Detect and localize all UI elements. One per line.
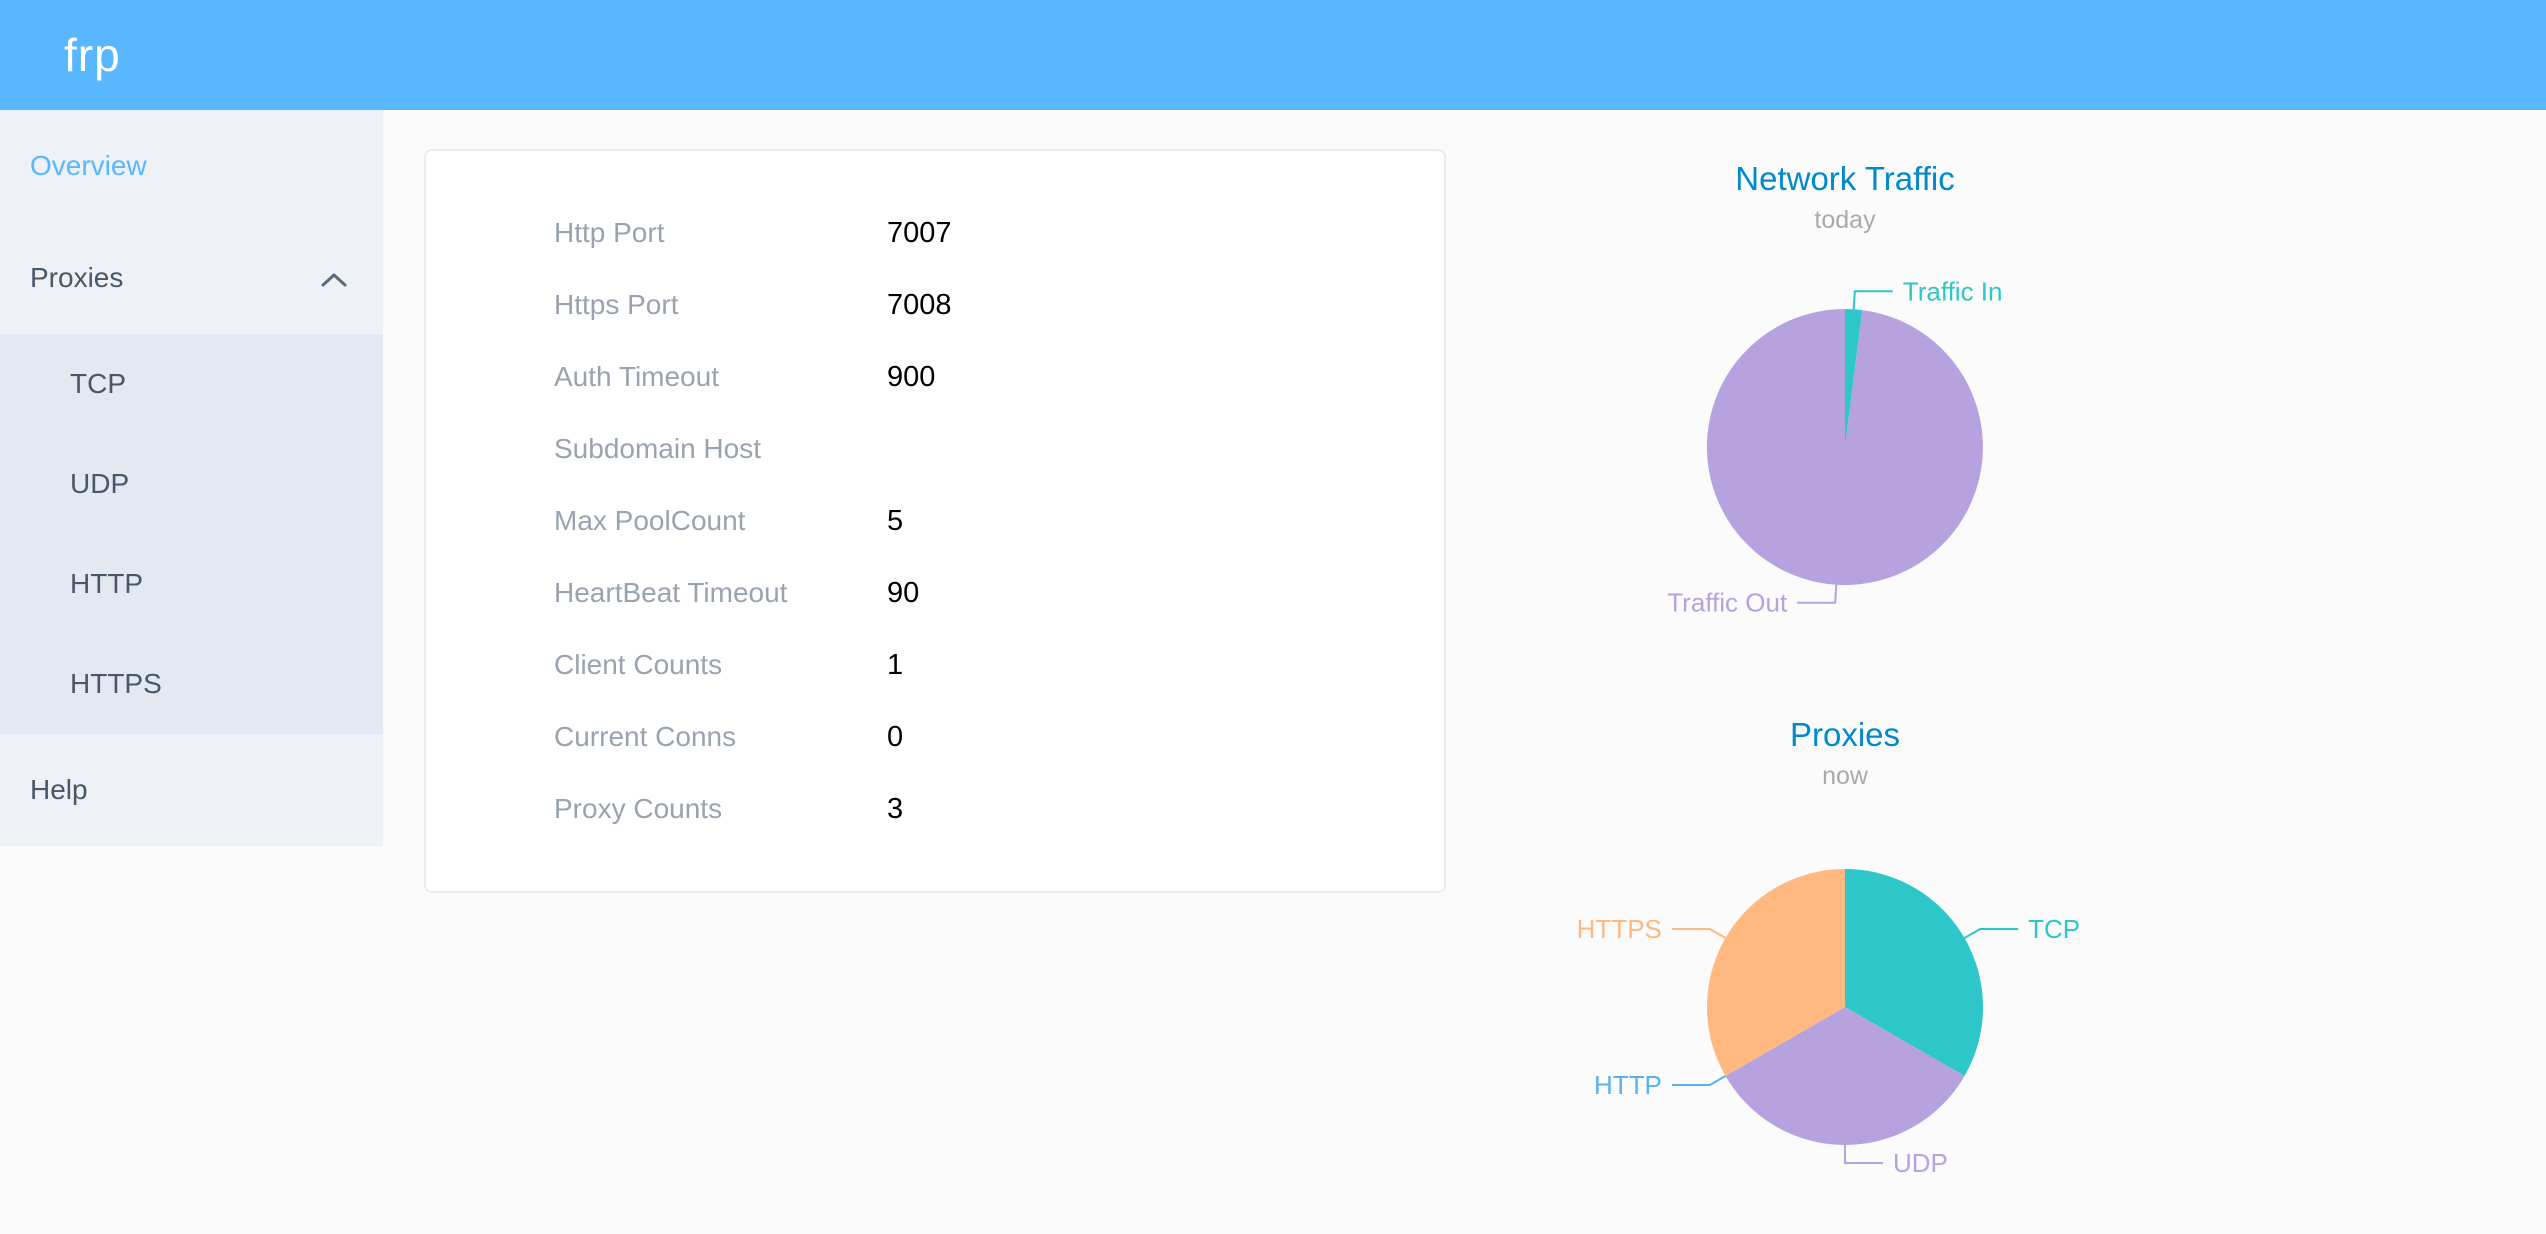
overview-row-max-poolcount: Max PoolCount 5 <box>426 485 1444 557</box>
sidebar-item-tcp[interactable]: TCP <box>0 334 383 434</box>
header: frp <box>0 0 2546 110</box>
proxies-submenu: TCP UDP HTTP HTTPS <box>0 334 383 734</box>
field-label: Client Counts <box>554 649 723 680</box>
sidebar: Overview Proxies TCP UDP HTTP HTTPS <box>0 110 383 846</box>
field-label: Subdomain Host <box>554 433 762 464</box>
chart-title: Proxies <box>1789 716 1901 753</box>
pie-label-line <box>1852 290 1893 310</box>
pie-label: Traffic Out <box>1667 588 1788 618</box>
chart-title: Network Traffic <box>1735 160 1955 197</box>
field-value: 5 <box>887 505 904 537</box>
pie-slice-udp[interactable] <box>1725 1007 1965 1145</box>
app-logo: frp <box>64 29 121 81</box>
sidebar-item-https[interactable]: HTTPS <box>0 634 383 734</box>
field-value: 7007 <box>887 217 952 249</box>
sidebar-item-http[interactable]: HTTP <box>0 534 383 634</box>
field-label: Http Port <box>554 217 665 248</box>
field-label: Https Port <box>554 289 679 320</box>
pie-label-line <box>1797 584 1838 604</box>
field-label: Proxy Counts <box>554 793 723 824</box>
overview-row-client-counts: Client Counts 1 <box>426 629 1444 701</box>
field-value: 3 <box>887 793 904 825</box>
overview-row-https-port: Https Port 7008 <box>426 269 1444 341</box>
overview-row-http-port: Http Port 7007 <box>426 197 1444 269</box>
overview-row-current-conns: Current Conns 0 <box>426 701 1444 773</box>
pie-label-line <box>1671 1075 1726 1086</box>
pie-label: TCP <box>2028 914 2080 944</box>
sidebar-item-help[interactable]: Help <box>0 734 383 846</box>
proxies-chart: Proxies now TCP UDP HTTP HTTPS <box>1465 711 2225 1193</box>
sidebar-item-udp[interactable]: UDP <box>0 434 383 534</box>
network-traffic-chart: Network Traffic today Traffic In Traffic … <box>1465 155 2225 637</box>
charts-column: Network Traffic today Traffic In Traffic … <box>1465 110 2225 1193</box>
pie-slice-tcp[interactable] <box>1845 869 1983 1076</box>
pie-label: HTTPS <box>1577 914 1662 944</box>
pie-slice-https[interactable] <box>1707 869 1845 1076</box>
overview-row-proxy-counts: Proxy Counts 3 <box>426 773 1444 845</box>
field-value: 7008 <box>887 289 952 321</box>
proxies-pie[interactable]: TCP UDP HTTP HTTPS <box>1465 793 2225 1193</box>
field-value: 90 <box>887 577 920 609</box>
sidebar-item-label: Help <box>30 774 88 805</box>
sidebar-item-label: HTTP <box>70 568 144 599</box>
pie-slice-traffic-in[interactable] <box>1845 309 1863 447</box>
chart-subtitle: today <box>1814 206 1876 234</box>
pie-slice-traffic-out[interactable] <box>1706 308 1983 585</box>
overview-row-heartbeat-timeout: HeartBeat Timeout 90 <box>426 557 1444 629</box>
chart-subtitle: now <box>1822 762 1868 790</box>
field-label: Current Conns <box>554 721 737 752</box>
field-value: 1 <box>887 649 904 681</box>
pie-label-line <box>1671 928 1726 939</box>
overview-row-auth-timeout: Auth Timeout 900 <box>426 341 1444 413</box>
field-label: Max PoolCount <box>554 505 746 536</box>
chevron-up-icon <box>321 222 347 334</box>
pie-label: Traffic In <box>1903 276 2003 306</box>
pie-label-line <box>1964 928 2019 939</box>
sidebar-item-label: Overview <box>30 150 147 181</box>
sidebar-item-proxies[interactable]: Proxies <box>0 222 383 334</box>
sidebar-item-label: Proxies <box>30 262 124 293</box>
sidebar-item-label: UDP <box>70 468 130 499</box>
pie-label-line <box>1844 1145 1883 1164</box>
server-info-card: Http Port 7007 Https Port 7008 Auth Timeou… <box>424 149 1446 893</box>
field-label: HeartBeat Timeout <box>554 577 788 608</box>
network-traffic-pie[interactable]: Traffic In Traffic Out <box>1465 237 2225 637</box>
sidebar-item-label: TCP <box>70 368 126 399</box>
field-label: Auth Timeout <box>554 361 719 392</box>
field-value: 0 <box>887 721 904 753</box>
pie-label: HTTP <box>1594 1070 1662 1100</box>
sidebar-item-overview[interactable]: Overview <box>0 110 383 222</box>
overview-row-subdomain-host: Subdomain Host <box>426 413 1444 485</box>
pie-label: UDP <box>1893 1148 1948 1178</box>
field-value: 900 <box>887 361 936 393</box>
sidebar-item-label: HTTPS <box>70 668 162 699</box>
